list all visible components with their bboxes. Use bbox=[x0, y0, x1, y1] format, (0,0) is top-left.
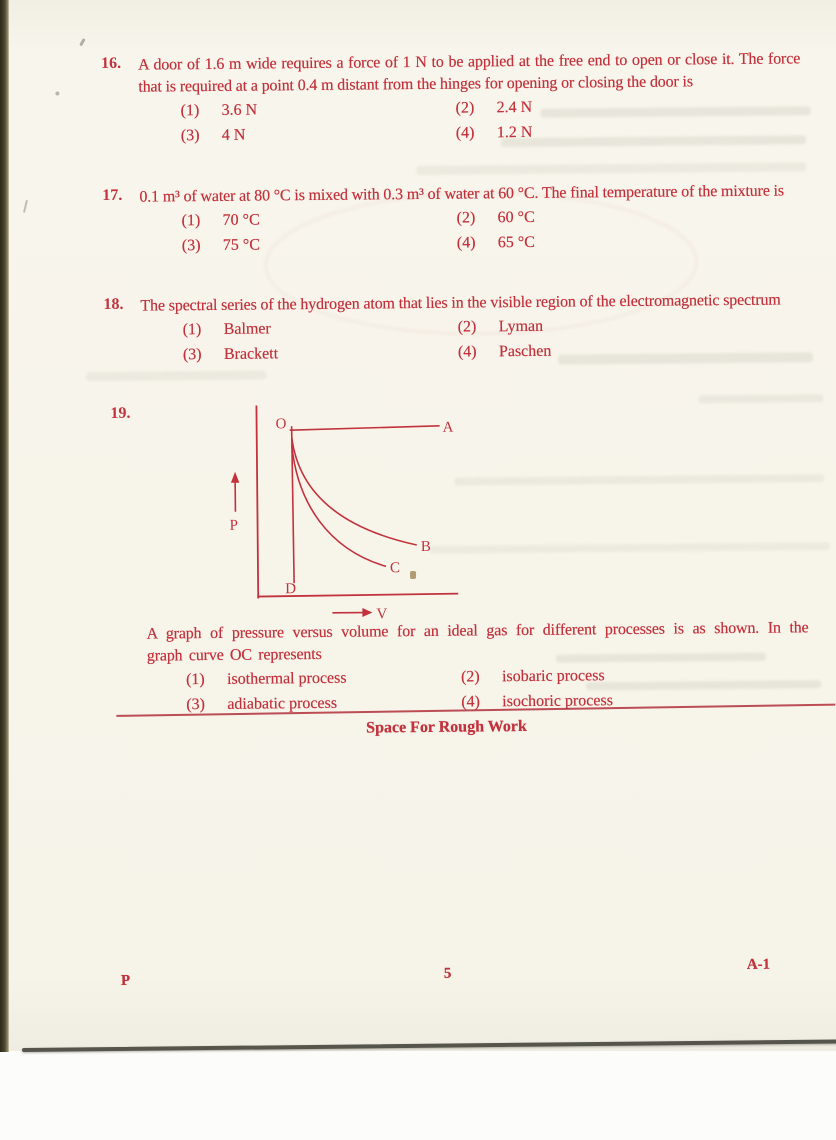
question-text: A graph of pressure versus volume for an… bbox=[146, 619, 809, 665]
footer-code-left: P bbox=[120, 972, 131, 989]
option-label: isobaric process bbox=[501, 667, 605, 686]
bleedthrough-artifact bbox=[698, 394, 824, 404]
option-number: (2) bbox=[457, 318, 477, 336]
scan-speck bbox=[55, 91, 60, 96]
option: (3) 4 N bbox=[181, 122, 456, 149]
option: (2) Lyman bbox=[458, 312, 810, 339]
question-19: A graph of pressure versus volume for an… bbox=[107, 617, 814, 718]
option: (1) Balmer bbox=[183, 316, 458, 343]
graph-label-d: D bbox=[285, 581, 296, 597]
option-number: (2) bbox=[455, 99, 475, 117]
option-label: 2.4 N bbox=[496, 98, 533, 117]
option-label: Lyman bbox=[498, 317, 544, 336]
option: (4) Paschen bbox=[458, 337, 810, 364]
option-number: (1) bbox=[181, 212, 201, 230]
option-number: (1) bbox=[182, 321, 202, 339]
x-axis bbox=[257, 592, 459, 598]
rough-work-label: Space For Rough Work bbox=[366, 717, 527, 737]
option: (4) 65 °C bbox=[457, 228, 809, 255]
option: (3) 75 °C bbox=[182, 232, 457, 259]
curve-oc bbox=[290, 445, 387, 568]
option-label: 60 °C bbox=[497, 208, 535, 227]
graph-label-origin: O bbox=[276, 416, 287, 432]
question-number: 19. bbox=[110, 404, 131, 422]
option: (4) 1.2 N bbox=[456, 118, 808, 145]
option-label: 75 °C bbox=[222, 236, 261, 254]
question-17: 17. 0.1 m³ of water at 80 °C is mixed wi… bbox=[102, 180, 809, 259]
question-16: 16. A door of 1.6 m wide requires a forc… bbox=[101, 48, 808, 149]
option-label: Brackett bbox=[223, 345, 279, 363]
bleedthrough-artifact bbox=[416, 162, 807, 175]
footer-code-right: A-1 bbox=[746, 956, 771, 973]
option-label: 70 °C bbox=[222, 211, 260, 229]
option-label: 65 °C bbox=[497, 233, 536, 252]
option-number: (4) bbox=[455, 124, 475, 142]
options: (1) 70 °C (2) 60 °C (3) 75 °C (4) 65 °C bbox=[182, 203, 809, 258]
graph-label-b: B bbox=[421, 539, 431, 555]
y-axis bbox=[255, 405, 260, 599]
option-label: Paschen bbox=[498, 342, 552, 361]
option-number: (3) bbox=[181, 237, 201, 255]
question-18: 18. The spectral series of the hydrogen … bbox=[103, 289, 810, 368]
option-label: 3.6 N bbox=[221, 101, 258, 119]
graph-label-pressure: P bbox=[229, 518, 237, 534]
question-text: A door of 1.6 m wide requires a force of… bbox=[138, 50, 801, 96]
page-number: 5 bbox=[443, 965, 452, 982]
bleedthrough-artifact bbox=[454, 474, 825, 486]
bleedthrough-artifact bbox=[429, 542, 830, 554]
option: (2) isobaric process bbox=[461, 662, 813, 689]
question-number: 18. bbox=[103, 295, 124, 314]
curve-ob bbox=[290, 437, 417, 546]
option: (3) Brackett bbox=[183, 341, 458, 368]
option: (2) 60 °C bbox=[457, 203, 809, 230]
graph-label-volume: V bbox=[376, 606, 387, 622]
option: (1) 3.6 N bbox=[180, 97, 455, 124]
curve-oa-isobar-line bbox=[289, 424, 440, 432]
question-number: 16. bbox=[101, 54, 122, 73]
graph-label-c: C bbox=[390, 560, 400, 576]
option: (1) 70 °C bbox=[182, 207, 457, 234]
graph-label-a: A bbox=[443, 420, 454, 436]
bleedthrough-artifact bbox=[86, 370, 267, 382]
option-number: (1) bbox=[185, 671, 205, 689]
scan-left-edge bbox=[0, 0, 9, 1052]
option-label: isothermal process bbox=[226, 669, 347, 688]
options: (1) Balmer (2) Lyman (3) Brackett (4) Pasche… bbox=[183, 312, 810, 367]
option-number: (2) bbox=[456, 209, 476, 227]
option: (2) 2.4 N bbox=[455, 93, 807, 120]
option-label: 4 N bbox=[221, 126, 246, 144]
pressure-arrowhead-icon bbox=[230, 471, 240, 483]
option-number: (1) bbox=[180, 102, 200, 120]
volume-arrowhead-icon bbox=[362, 608, 373, 618]
scan-speck bbox=[79, 37, 86, 47]
pv-graph: O A B C D P V bbox=[229, 405, 459, 622]
option-label: 1.2 N bbox=[496, 123, 533, 142]
option-number: (3) bbox=[182, 346, 202, 364]
option-number: (4) bbox=[456, 234, 476, 252]
question-number: 17. bbox=[102, 186, 123, 205]
option-number: (4) bbox=[457, 343, 477, 361]
scan-speck bbox=[23, 199, 28, 213]
paper-background bbox=[0, 0, 836, 1051]
options: (1) 3.6 N (2) 2.4 N (3) 4 N (4) 1.2 N bbox=[180, 93, 807, 148]
option-number: (3) bbox=[180, 127, 200, 145]
option-label: Balmer bbox=[223, 320, 271, 338]
option-number: (2) bbox=[460, 668, 480, 686]
option: (1) isothermal process bbox=[186, 666, 461, 693]
